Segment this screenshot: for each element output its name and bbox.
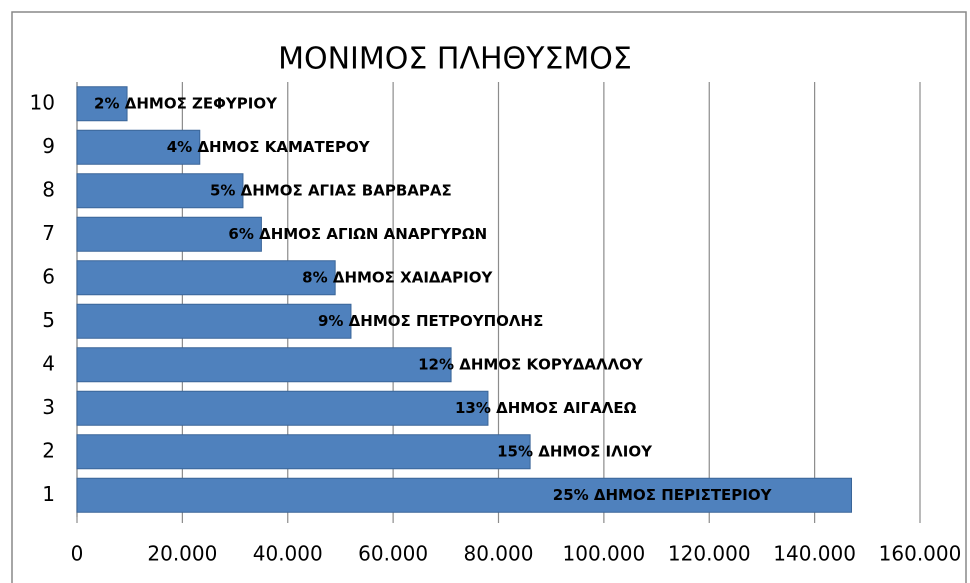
- bar: [76, 216, 262, 252]
- bar-label: 9% ΔΗΜΟΣ ΠΕΤΡΟΥΠΟΛΗΣ: [318, 312, 543, 330]
- bar-label: 15% ΔΗΜΟΣ ΙΛΙΟΥ: [497, 442, 653, 460]
- bar: [76, 477, 853, 513]
- bar-label: 6% ΔΗΜΟΣ ΑΓΙΩΝ ΑΝΑΡΓΥΡΩΝ: [228, 225, 487, 243]
- x-tick-label: 60.000: [358, 542, 428, 566]
- bar: [76, 303, 352, 339]
- x-tick-label: 100.000: [563, 542, 646, 566]
- x-tick-label: 0: [71, 542, 84, 566]
- y-tick-label: 5: [42, 308, 55, 332]
- y-tick-label: 4: [42, 351, 55, 375]
- y-tick-label: 7: [42, 221, 55, 245]
- x-tick-label: 120.000: [668, 542, 751, 566]
- y-tick-label: 10: [30, 90, 55, 114]
- bar: [76, 129, 201, 165]
- bar: [76, 86, 128, 122]
- x-tick-label: 140.000: [773, 542, 856, 566]
- x-tick-label: 20.000: [147, 542, 217, 566]
- x-tick-label: 40.000: [253, 542, 323, 566]
- y-tick-label: 2: [42, 438, 55, 462]
- y-tick-label: 8: [42, 177, 55, 201]
- x-tick-label: 80.000: [464, 542, 534, 566]
- bar-label: 13% ΔΗΜΟΣ ΑΙΓΑΛΕΩ: [455, 399, 637, 417]
- bar: [76, 173, 244, 209]
- y-tick-label: 6: [42, 264, 55, 288]
- x-tick-label: 160.000: [879, 542, 962, 566]
- chart-title: ΜΟΝΙΜΟΣ ΠΛΗΘΥΣΜΟΣ: [278, 42, 632, 77]
- y-tick-label: 9: [42, 134, 55, 158]
- bar-label: 8% ΔΗΜΟΣ ΧΑΙΔΑΡΙΟΥ: [302, 268, 493, 286]
- y-tick-label: 3: [42, 395, 55, 419]
- bar: [76, 390, 489, 426]
- y-tick-label: 1: [42, 482, 55, 506]
- bar: [76, 434, 531, 470]
- bar-label: 25% ΔΗΜΟΣ ΠΕΡΙΣΤΕΡΙΟΥ: [553, 486, 773, 504]
- bar: [76, 347, 452, 383]
- bar-label: 4% ΔΗΜΟΣ ΚΑΜΑΤΕΡΟΥ: [167, 138, 371, 156]
- bar: [76, 260, 336, 296]
- bar-label: 2% ΔΗΜΟΣ ΖΕΦΥΡΙΟΥ: [94, 94, 278, 112]
- bar-label: 12% ΔΗΜΟΣ ΚΟΡΥΔΑΛΛΟΥ: [418, 355, 644, 373]
- bar-label: 5% ΔΗΜΟΣ ΑΓΙΑΣ ΒΑΡΒΑΡΑΣ: [210, 181, 452, 199]
